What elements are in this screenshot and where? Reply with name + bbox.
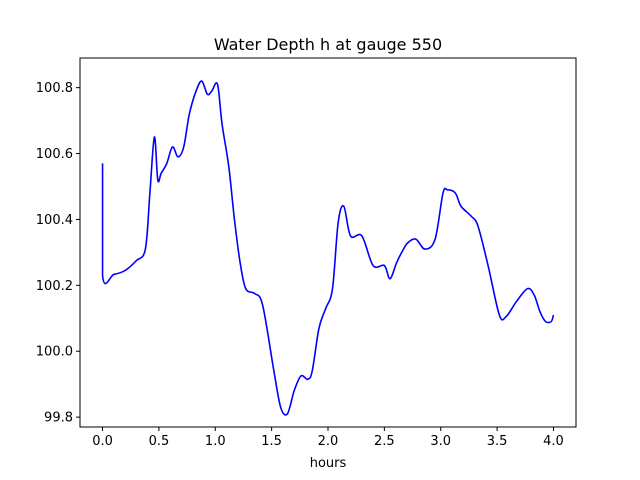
x-tick-label: 0.5 [149, 434, 170, 449]
y-tick-label: 100.4 [36, 213, 73, 228]
y-tick-label: 100.8 [36, 81, 73, 96]
x-tick-label: 4.0 [543, 434, 564, 449]
x-tick-label: 1.5 [261, 434, 282, 449]
y-tick-label: 100.2 [36, 279, 73, 294]
series-layer [101, 80, 555, 416]
x-tick-label: 3.5 [487, 434, 508, 449]
x-tick-label: 3.0 [430, 434, 451, 449]
series-line [101, 80, 555, 416]
y-tick-label: 100.0 [36, 345, 73, 360]
x-axis-label: hours [310, 456, 347, 471]
y-tick-label: 100.6 [36, 147, 73, 162]
plot-area-frame [79, 57, 577, 428]
x-tick-label: 1.0 [205, 434, 226, 449]
x-tick-label: 2.5 [374, 434, 395, 449]
x-tick-label: 0.0 [92, 434, 113, 449]
x-tick-label: 2.0 [318, 434, 339, 449]
y-axis: 99.8 100.0 100.2 100.4 100.6 100.8 [36, 81, 80, 426]
x-axis: 0.0 0.5 1.0 1.5 2.0 2.5 3.0 3.5 4.0 [92, 427, 564, 449]
chart-title: Water Depth h at gauge 550 [214, 35, 442, 54]
y-tick-label: 99.8 [44, 411, 73, 426]
